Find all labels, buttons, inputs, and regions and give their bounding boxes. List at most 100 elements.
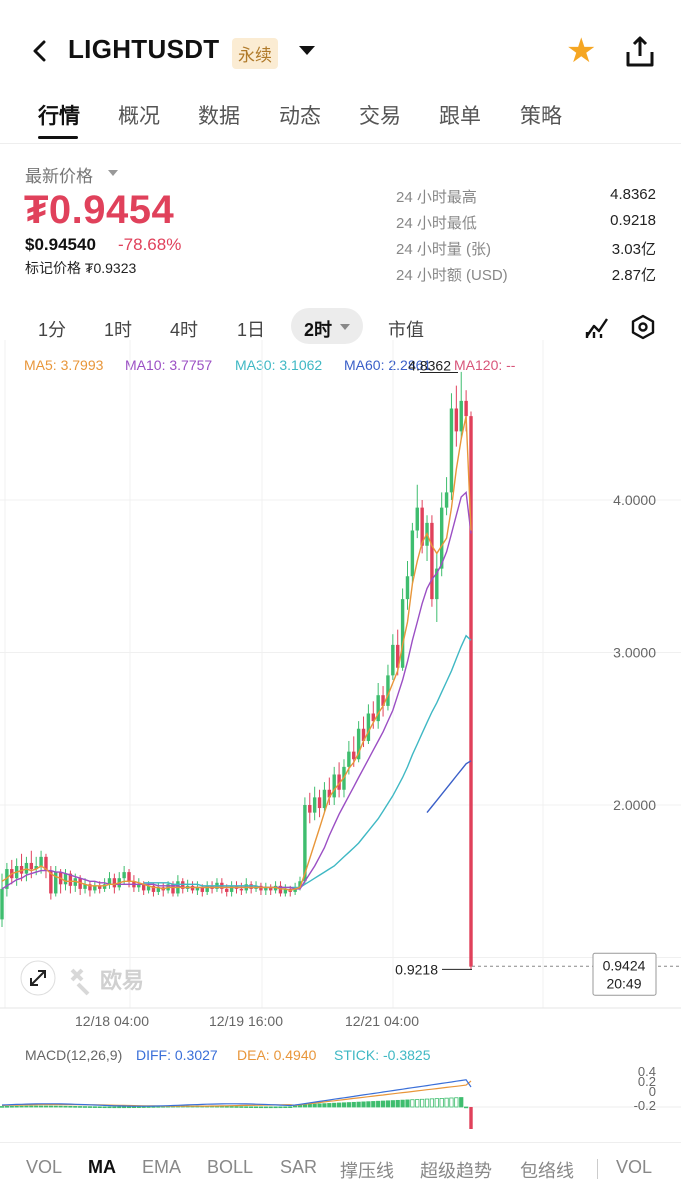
candle-body [268, 887, 273, 891]
macd-bar [400, 1099, 405, 1108]
macd-bar [380, 1100, 386, 1108]
tab-copy-trade[interactable]: 跟单 [439, 105, 481, 128]
interval-1h[interactable]: 1时 [104, 320, 133, 340]
candle-body [298, 881, 302, 888]
chevron-down-icon[interactable] [299, 46, 315, 55]
macd-bar [68, 1105, 73, 1108]
candle-body [415, 507, 419, 531]
star-icon[interactable]: ★ [566, 32, 597, 70]
ma10-legend: MA10: 3.7757 [125, 357, 213, 373]
tab-data[interactable]: 数据 [198, 105, 240, 128]
ma5-legend: MA5: 3.7993 [24, 357, 104, 373]
indicator-boll[interactable]: BOLL [207, 1157, 254, 1177]
indicator-icon[interactable] [584, 314, 610, 340]
macd-bar [43, 1105, 49, 1108]
tab-market[interactable]: 行情 [38, 105, 80, 128]
candle-body [141, 884, 146, 891]
macd-bar [449, 1097, 454, 1108]
share-icon[interactable] [624, 36, 656, 68]
macd-bar [82, 1106, 88, 1108]
candle-body [107, 878, 112, 885]
macd-bar [249, 1106, 254, 1108]
ma60-legend: MA60: 2.2861 [344, 357, 432, 373]
macd-bar [14, 1105, 19, 1108]
back-arrow-icon[interactable] [30, 40, 52, 62]
expand-icon[interactable] [30, 970, 46, 986]
macd-bar [136, 1106, 141, 1108]
indicator-ma[interactable]: MA [88, 1157, 116, 1177]
tab-overview[interactable]: 概况 [118, 105, 160, 128]
interval-market-cap[interactable]: 市值 [388, 320, 424, 340]
candle-body [371, 713, 376, 722]
candle-body [249, 884, 253, 889]
tab-trade[interactable]: 交易 [359, 105, 401, 128]
macd-diff-legend: DIFF: 0.3027 [136, 1047, 218, 1063]
macd-bar [351, 1101, 356, 1108]
macd-bar [336, 1102, 342, 1108]
candle-body [97, 885, 102, 889]
candle-body [449, 408, 454, 493]
settings-icon[interactable] [630, 314, 656, 340]
candle-body [102, 884, 107, 889]
candle-body [278, 885, 283, 894]
interval-4h[interactable]: 4时 [170, 320, 199, 340]
macd-dea-legend: DEA: 0.4940 [237, 1047, 317, 1063]
divider [0, 143, 681, 144]
current-price-label: 0.9424 [603, 957, 646, 973]
candle-body [327, 789, 332, 798]
macd-bar [224, 1106, 229, 1108]
candle-body [93, 885, 97, 891]
candle-body [39, 856, 43, 866]
interval-1d[interactable]: 1日 [237, 320, 266, 340]
macd-bar [229, 1106, 234, 1108]
chevron-down-icon[interactable] [108, 170, 118, 176]
candle-body [195, 887, 200, 891]
candle-body [190, 885, 195, 891]
macd-bar [346, 1102, 351, 1108]
interval-2h-pill[interactable] [291, 308, 363, 344]
indicator-supertrend[interactable]: 超级趋势 [420, 1161, 492, 1181]
macd-bar [317, 1103, 322, 1108]
macd-bar [327, 1103, 332, 1108]
candle-body [49, 870, 53, 894]
candle-body [137, 884, 141, 888]
interval-2h[interactable]: 2时 [304, 320, 333, 340]
macd-tick-label: -0.2 [634, 1098, 656, 1113]
stat-value-turnover: 2.87亿 [611, 267, 656, 284]
last-price-label[interactable]: 最新价格 [25, 167, 93, 186]
indicator-vol-sub[interactable]: VOL [616, 1157, 653, 1177]
macd-bar [434, 1098, 439, 1108]
indicator-sar[interactable]: SAR [280, 1157, 318, 1177]
stat-label-volume: 24 小时量 (张) [396, 241, 492, 258]
tab-strategy[interactable]: 策略 [520, 105, 562, 128]
candle-body [229, 885, 234, 892]
candle-body [259, 885, 263, 891]
candle-body [405, 576, 410, 600]
macd-bar [385, 1100, 391, 1108]
macd-bar [376, 1100, 381, 1108]
interval-1m[interactable]: 1分 [38, 320, 67, 340]
x-tick-label: 12/18 04:00 [75, 1013, 149, 1029]
indicator-envelope[interactable]: 包络线 [520, 1161, 574, 1181]
macd-bar [4, 1106, 9, 1108]
indicator-vol[interactable]: VOL [26, 1157, 63, 1177]
candle-body [225, 888, 229, 892]
symbol-title[interactable]: LIGHTUSDT [68, 34, 220, 64]
indicator-support-resistance[interactable]: 撑压线 [340, 1161, 394, 1181]
macd-bar [464, 1106, 469, 1109]
macd-bar [371, 1101, 376, 1108]
candle-body [34, 866, 38, 870]
candle-body [0, 888, 4, 920]
candle-body [386, 675, 390, 706]
ma30-legend: MA30: 3.1062 [235, 357, 323, 373]
countdown-label: 20:49 [606, 975, 641, 991]
macd-bar [48, 1105, 53, 1108]
candle-body [366, 713, 371, 741]
chevron-down-icon[interactable] [340, 324, 350, 330]
macd-bar [341, 1102, 347, 1108]
macd-bar [268, 1106, 273, 1109]
candle-body [420, 507, 424, 546]
tab-news[interactable]: 动态 [279, 105, 321, 128]
indicator-ema[interactable]: EMA [142, 1157, 182, 1177]
